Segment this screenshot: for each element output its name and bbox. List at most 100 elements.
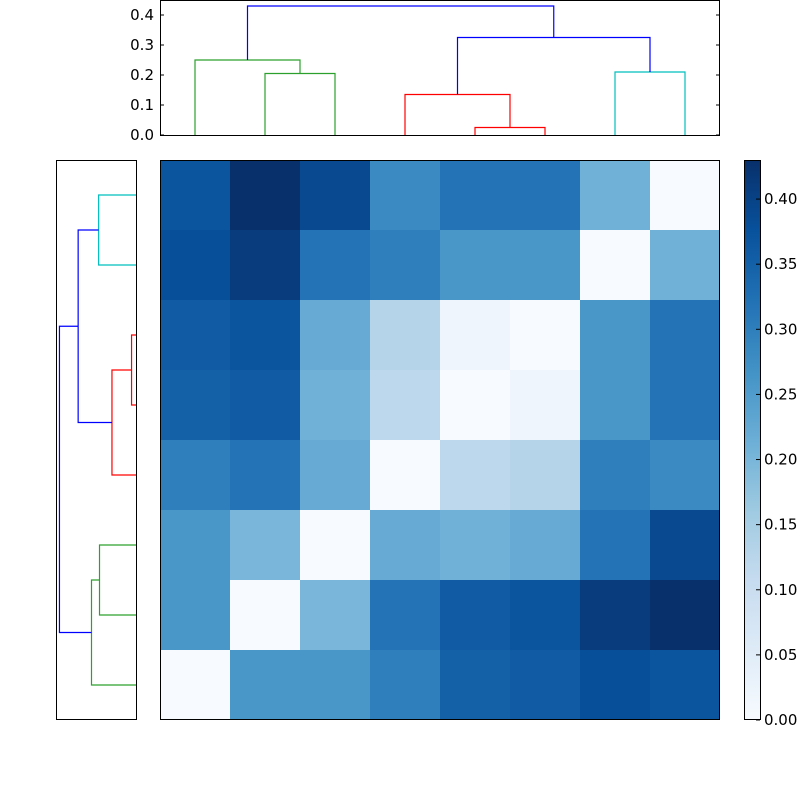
heatmap-cell	[160, 440, 230, 510]
heatmap-cell	[440, 510, 510, 580]
heatmap-cell	[580, 230, 650, 300]
dendrogram-link	[614, 71, 686, 135]
heatmap-cell	[580, 160, 650, 230]
heatmap-cell	[650, 300, 720, 370]
heatmap-cell	[370, 370, 440, 440]
heatmap-cell	[160, 370, 230, 440]
dendrogram-link	[264, 72, 336, 135]
heatmap-cell	[230, 650, 300, 720]
dendrogram-link	[98, 194, 136, 266]
dendrogram-link	[194, 59, 301, 135]
top-dendrogram-frame	[160, 0, 720, 136]
heatmap-cell	[580, 510, 650, 580]
colorbar-tick-label: 0.00	[764, 711, 797, 729]
heatmap-cell	[370, 440, 440, 510]
dendrogram-link	[111, 369, 136, 476]
left-dendrogram-frame	[56, 160, 137, 720]
heatmap-cell	[370, 580, 440, 650]
heatmap-cell	[370, 300, 440, 370]
heatmap-cell	[300, 160, 370, 230]
heatmap-cell	[370, 230, 440, 300]
y-tick-label: 0.4	[130, 6, 154, 24]
y-tick-label: 0.3	[130, 36, 154, 54]
heatmap-cell	[370, 650, 440, 720]
heatmap-cell	[440, 370, 510, 440]
heatmap-cell	[440, 650, 510, 720]
heatmap-cell	[230, 510, 300, 580]
heatmap-cell	[650, 580, 720, 650]
colorbar-axis: 0.00 0.05 0.10 0.15 0.20 0.25 0.30 0.35 0.40	[756, 190, 797, 729]
top-dendrogram-y-axis: 0.0 0.1 0.2 0.3 0.4	[130, 6, 720, 144]
heatmap-cell	[580, 650, 650, 720]
heatmap-cell	[510, 440, 580, 510]
heatmap-cell	[300, 300, 370, 370]
heatmap-cell	[580, 580, 650, 650]
dendrogram-link	[77, 229, 112, 424]
heatmap-cell	[160, 510, 230, 580]
heatmap-cell	[510, 510, 580, 580]
dendrogram-link	[58, 325, 92, 634]
left-dendrogram	[58, 194, 136, 686]
heatmap-cell	[300, 440, 370, 510]
heatmap-cell	[510, 230, 580, 300]
colorbar-tick-label: 0.05	[764, 646, 797, 664]
colorbar-tick-label: 0.20	[764, 451, 797, 469]
dendrogram-link	[474, 126, 546, 135]
heatmap-cell	[650, 510, 720, 580]
colorbar-tick-label: 0.15	[764, 516, 797, 534]
heatmap-cell	[300, 510, 370, 580]
colorbar-tick-label: 0.25	[764, 385, 797, 403]
heatmap-cell	[650, 230, 720, 300]
heatmap-cell	[650, 370, 720, 440]
colorbar-tick-label: 0.10	[764, 581, 797, 599]
heatmap-cell	[230, 300, 300, 370]
heatmap-cell	[160, 580, 230, 650]
heatmap-cell	[230, 370, 300, 440]
heatmap-cell	[230, 580, 300, 650]
heatmap-frame	[160, 160, 720, 720]
dendrogram-link	[456, 36, 651, 95]
heatmap-cell	[510, 160, 580, 230]
dendrogram-link	[404, 93, 511, 135]
heatmap-cell	[160, 230, 230, 300]
heatmap-cell	[440, 230, 510, 300]
heatmap-cell	[160, 300, 230, 370]
heatmap-cell	[580, 300, 650, 370]
heatmap-cell	[160, 650, 230, 720]
heatmap-cell	[440, 580, 510, 650]
heatmap-cell	[300, 580, 370, 650]
heatmap-grid	[160, 160, 720, 720]
heatmap-cell	[510, 580, 580, 650]
heatmap-cell	[440, 160, 510, 230]
y-tick-label: 0.1	[130, 96, 154, 114]
dendrogram-link	[90, 579, 136, 686]
heatmap-cell	[230, 440, 300, 510]
heatmap-cell	[370, 160, 440, 230]
colorbar-tick-label: 0.30	[764, 320, 797, 338]
dendrogram-link	[98, 544, 136, 616]
heatmap-cell	[650, 440, 720, 510]
y-tick-label: 0.0	[130, 126, 154, 144]
heatmap-cell	[160, 160, 230, 230]
heatmap-cell	[510, 370, 580, 440]
heatmap-cell	[300, 650, 370, 720]
heatmap-cell	[510, 300, 580, 370]
heatmap-cell	[650, 160, 720, 230]
heatmap-cell	[370, 510, 440, 580]
heatmap-cell	[300, 370, 370, 440]
top-dendrogram	[194, 5, 686, 135]
heatmap-cell	[440, 440, 510, 510]
heatmap-cell	[510, 650, 580, 720]
dendrogram-link	[130, 334, 136, 406]
colorbar-tick-label: 0.40	[764, 190, 797, 208]
heatmap-cell	[300, 230, 370, 300]
y-tick-label: 0.2	[130, 66, 154, 84]
heatmap-cell	[580, 370, 650, 440]
heatmap-cell	[230, 230, 300, 300]
heatmap-cell	[650, 650, 720, 720]
colorbar	[744, 160, 761, 720]
heatmap-cell	[580, 440, 650, 510]
heatmap-cell	[230, 160, 300, 230]
colorbar-tick-label: 0.35	[764, 255, 797, 273]
